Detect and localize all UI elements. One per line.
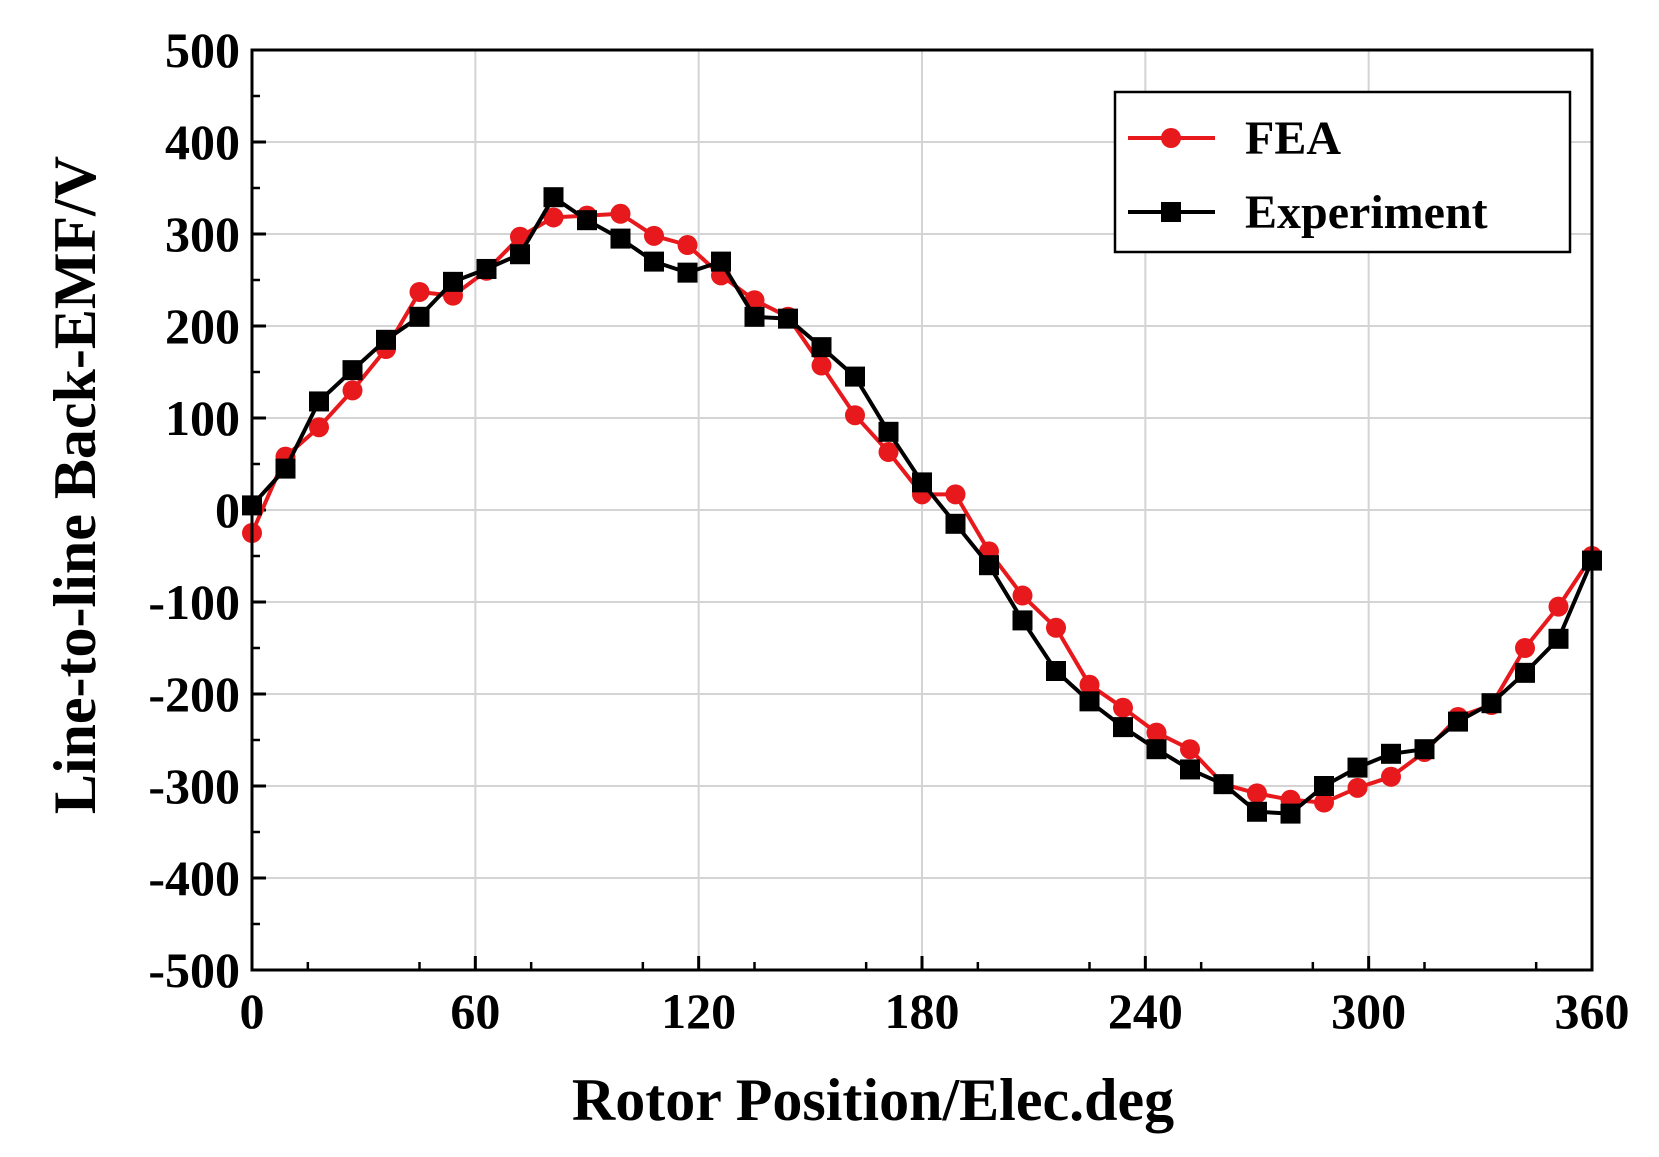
y-tick-labels: 500 400 300 200 100 0 -100 -200 -300 -400 -500: [148, 22, 240, 998]
legend-entry-experiment: Experiment: [1128, 186, 1488, 239]
data-point: [1213, 774, 1234, 795]
data-point: [342, 360, 363, 381]
x-tick-label: 120: [661, 983, 736, 1039]
data-point: [409, 281, 430, 302]
legend-entries: FEA Experiment: [1128, 112, 1488, 239]
data-point: [610, 203, 631, 224]
data-point: [811, 337, 832, 358]
data-point: [811, 355, 832, 376]
data-point: [1146, 722, 1167, 743]
y-tick-label: 200: [165, 298, 240, 354]
data-point: [1012, 585, 1033, 606]
legend-marker: [1161, 202, 1181, 222]
y-tick-label: -300: [148, 758, 240, 814]
data-point: [610, 228, 631, 249]
data-point: [1079, 691, 1100, 712]
data-point: [1079, 674, 1100, 695]
data-point: [1448, 711, 1468, 732]
data-point: [845, 366, 865, 387]
data-point: [1247, 783, 1267, 804]
data-point: [945, 513, 966, 534]
data-point: [543, 207, 564, 228]
y-tick-label: 400: [165, 114, 240, 170]
y-axis-title: Line-to-line Back-EMF/V: [42, 156, 108, 814]
data-point: [845, 405, 865, 426]
data-point: [1314, 776, 1334, 796]
data-point: [1515, 638, 1535, 658]
series-experiment: [242, 187, 1602, 824]
y-tick-label: 100: [165, 390, 240, 446]
data-point: [1548, 628, 1569, 649]
data-point: [1113, 717, 1133, 738]
data-point: [1347, 777, 1368, 798]
x-tick-label: 300: [1331, 983, 1406, 1039]
data-point: [644, 251, 664, 272]
data-point: [1012, 610, 1033, 631]
data-point: [1347, 757, 1368, 778]
data-point: [309, 417, 329, 438]
data-point: [1381, 766, 1401, 787]
data-point: [443, 271, 463, 292]
legend-marker: [1161, 128, 1181, 148]
y-tick-label: 0: [215, 482, 240, 538]
data-point: [878, 442, 899, 463]
data-point: [476, 258, 497, 279]
y-tick-label: -500: [148, 942, 240, 998]
legend-box: [1113, 90, 1572, 254]
x-tick-label: 240: [1108, 983, 1183, 1039]
data-point: [309, 391, 329, 412]
x-tick-label: 360: [1555, 983, 1630, 1039]
data-point: [543, 187, 564, 208]
data-point: [1146, 739, 1167, 760]
data-point: [1414, 739, 1435, 760]
series-layer: [242, 187, 1602, 824]
y-tick-label: 300: [165, 206, 240, 262]
data-point: [677, 262, 698, 283]
data-point: [945, 484, 966, 505]
data-point: [1180, 739, 1200, 760]
data-point: [342, 380, 363, 401]
x-axis-title: Rotor Position/Elec.deg: [572, 1067, 1174, 1133]
y-tick-label: 500: [165, 22, 240, 78]
legend-entry-fea: FEA: [1128, 112, 1341, 165]
data-point: [510, 244, 530, 265]
data-point: [577, 210, 597, 231]
legend: FEA Experiment: [1113, 90, 1572, 254]
data-point: [1113, 697, 1133, 718]
legend-label: FEA: [1245, 112, 1341, 165]
x-tick-labels: 0 60 120 180 240 300 360: [240, 983, 1630, 1039]
data-point: [1046, 617, 1066, 638]
data-point: [778, 308, 798, 329]
x-tick-label: 180: [885, 983, 960, 1039]
data-point: [1381, 743, 1401, 764]
y-tick-label: -200: [148, 666, 240, 722]
data-point: [1515, 662, 1535, 683]
data-point: [912, 472, 932, 493]
data-point: [1548, 596, 1569, 617]
data-point: [677, 235, 698, 256]
data-point: [979, 555, 999, 576]
y-tick-label: -400: [148, 850, 240, 906]
data-point: [1314, 792, 1334, 813]
data-point: [409, 306, 430, 327]
data-point: [1481, 693, 1502, 714]
data-point: [878, 421, 899, 442]
x-tick-label: 0: [240, 983, 265, 1039]
data-point: [376, 329, 396, 350]
data-point: [1247, 801, 1267, 822]
data-point: [1046, 661, 1066, 681]
x-tick-label: 60: [450, 983, 500, 1039]
data-point: [711, 251, 731, 272]
plot-frame: [250, 48, 1594, 972]
data-point: [275, 458, 296, 479]
data-point: [1280, 803, 1301, 824]
data-point: [744, 306, 765, 327]
data-point: [1180, 759, 1200, 780]
data-point: [644, 225, 664, 246]
y-tick-label: -100: [148, 574, 240, 630]
legend-label: Experiment: [1245, 186, 1488, 239]
